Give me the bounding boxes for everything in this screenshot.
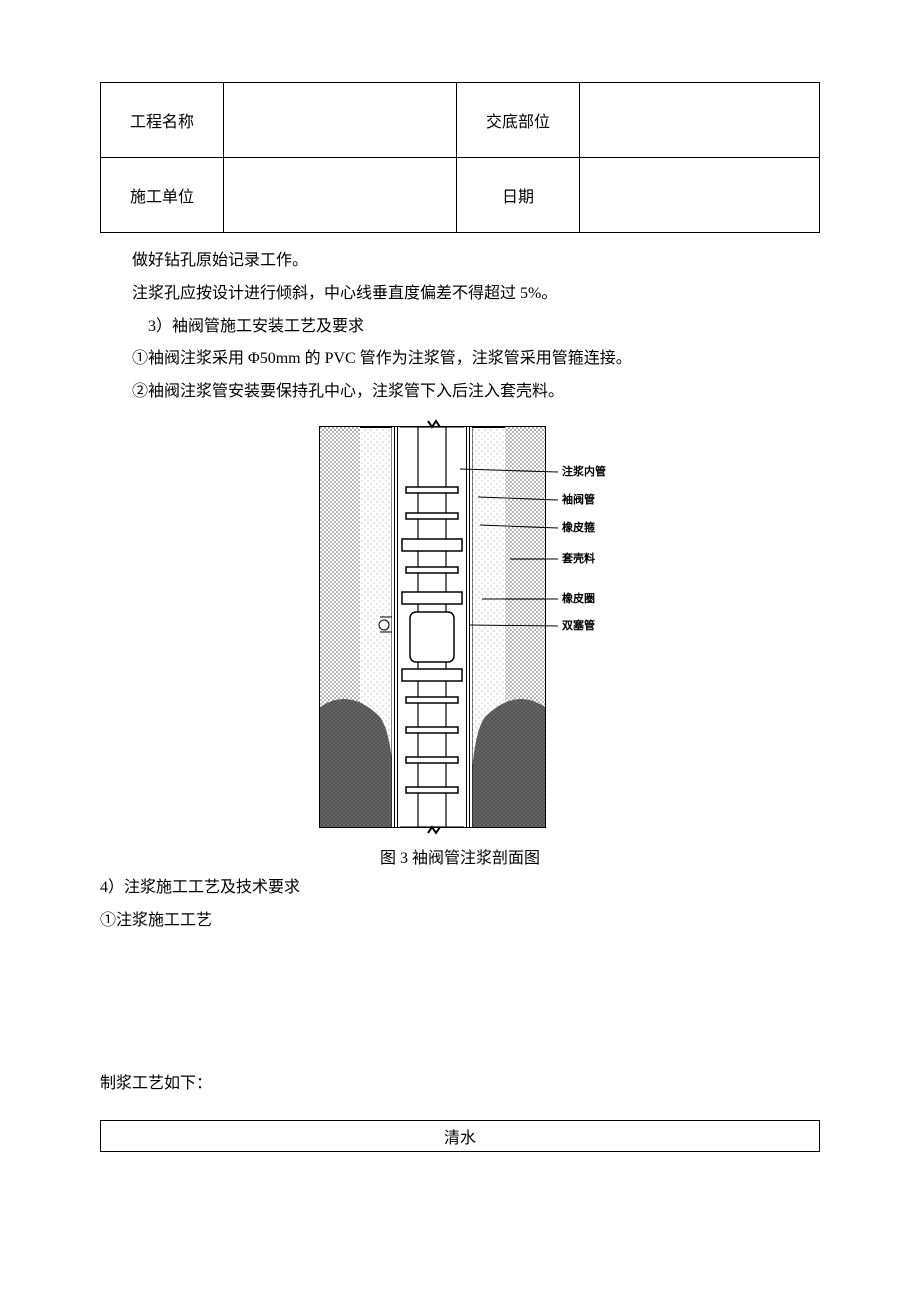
body-paragraph: 4）注浆施工工艺及技术要求 bbox=[100, 872, 820, 905]
body-paragraph: ①注浆施工工艺 bbox=[100, 905, 820, 938]
diagram-label: 橡皮圈 bbox=[562, 591, 595, 605]
body-paragraph: ②袖阀注浆管安装要保持孔中心，注浆管下入后注入套壳料。 bbox=[100, 376, 820, 409]
body-paragraph: 做好钻孔原始记录工作。 bbox=[100, 245, 820, 278]
table-row: 工程名称 交底部位 bbox=[101, 83, 820, 158]
figure-container: 注浆内管 袖阀管 橡皮箍 套壳料 橡皮圈 双塞管 图 3 袖阀管注浆剖面图 bbox=[100, 417, 820, 868]
flow-box-cell: 清水 bbox=[101, 1121, 820, 1152]
table-row: 清水 bbox=[101, 1121, 820, 1152]
diagram-label: 注浆内管 bbox=[562, 464, 606, 478]
header-cell-unit-value bbox=[224, 158, 457, 233]
header-cell-location-value bbox=[580, 83, 820, 158]
diagram-label: 橡皮箍 bbox=[562, 520, 595, 534]
header-cell-unit-label: 施工单位 bbox=[101, 158, 224, 233]
diagram-label: 袖阀管 bbox=[562, 492, 595, 506]
header-cell-date-value bbox=[580, 158, 820, 233]
diagram-label: 套壳料 bbox=[562, 551, 595, 565]
body-paragraph: ①袖阀注浆采用 Φ50mm 的 PVC 管作为注浆管，注浆管采用管箍连接。 bbox=[100, 343, 820, 376]
body-paragraph: 3）袖阀管施工安装工艺及要求 bbox=[100, 311, 820, 344]
body-paragraph: 注浆孔应按设计进行倾斜，中心线垂直度偏差不得超过 5%。 bbox=[100, 278, 820, 311]
header-cell-date-label: 日期 bbox=[457, 158, 580, 233]
figure-caption: 图 3 袖阀管注浆剖面图 bbox=[100, 844, 820, 868]
header-cell-project-label: 工程名称 bbox=[101, 83, 224, 158]
flow-box: 清水 bbox=[100, 1120, 820, 1152]
header-table: 工程名称 交底部位 施工单位 日期 bbox=[100, 82, 820, 233]
sleeve-valve-section-diagram: 注浆内管 袖阀管 橡皮箍 套壳料 橡皮圈 双塞管 bbox=[310, 417, 610, 837]
table-row: 施工单位 日期 bbox=[101, 158, 820, 233]
body-paragraph: 制浆工艺如下： bbox=[100, 1068, 820, 1101]
diagram-label: 双塞管 bbox=[562, 618, 595, 632]
spacer bbox=[100, 938, 820, 1068]
page: 工程名称 交底部位 施工单位 日期 做好钻孔原始记录工作。 注浆孔应按设计进行倾… bbox=[0, 0, 920, 1301]
header-cell-project-value bbox=[224, 83, 457, 158]
header-cell-location-label: 交底部位 bbox=[457, 83, 580, 158]
